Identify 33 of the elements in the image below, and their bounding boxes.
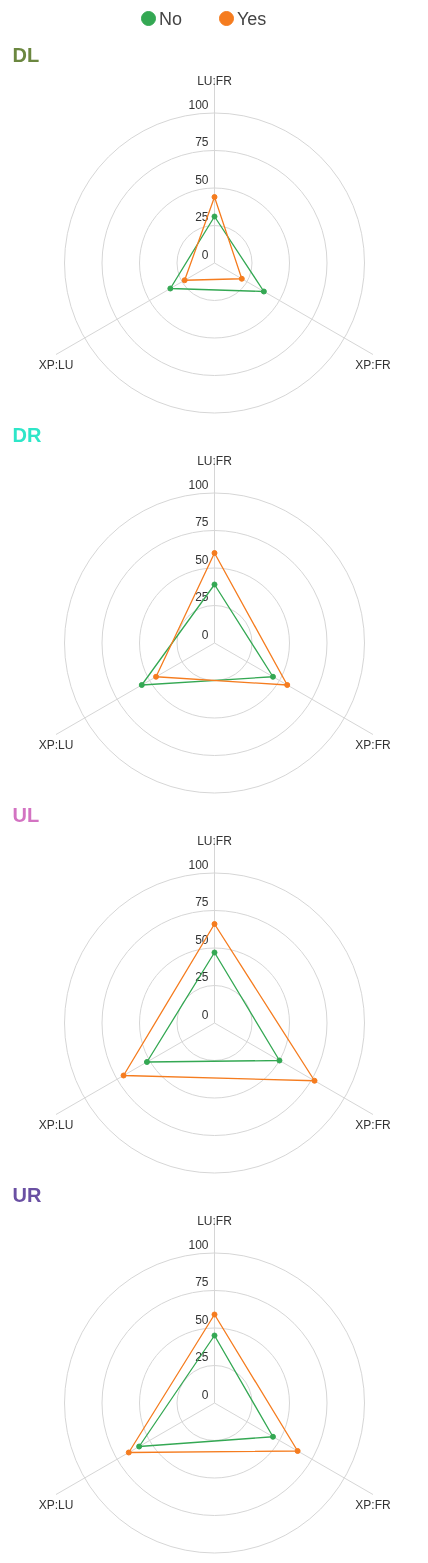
y-tick-label: 100	[188, 857, 209, 872]
y-tick-label: 0	[201, 247, 209, 262]
spoke-label: XP:LU	[38, 1117, 74, 1132]
spoke-label: LU:FR	[197, 1213, 233, 1228]
y-tick-label: 75	[195, 1275, 209, 1289]
y-tick-label: 50	[195, 1312, 209, 1327]
chart-title: UL	[12, 803, 40, 826]
text: DL	[12, 43, 40, 66]
spoke-label: LU:FR	[197, 73, 233, 88]
legend-label: No	[159, 8, 183, 29]
y-tick-label: 75	[195, 895, 209, 909]
y-tick-label: 0	[201, 627, 209, 642]
y-tick-label: 0	[201, 1007, 209, 1022]
y-tick-label: 75	[195, 135, 209, 149]
spoke-label: LU:FR	[197, 833, 233, 848]
y-tick-label: 75	[195, 515, 209, 529]
spoke-label: XP:LU	[38, 737, 74, 752]
spoke-label: XP:FR	[355, 1117, 391, 1132]
spoke-label: XP:LU	[38, 1497, 74, 1512]
y-tick-label: 100	[188, 1237, 209, 1252]
chart-title: DR	[12, 423, 42, 446]
spoke-label: XP:LU	[38, 357, 74, 372]
legend-label: Yes	[237, 8, 267, 29]
chart-title: UR	[12, 1183, 42, 1206]
y-tick-label: 100	[188, 97, 209, 112]
spoke-label: XP:FR	[355, 737, 391, 752]
spoke-label: XP:FR	[355, 1497, 391, 1512]
y-tick-label: 100	[188, 477, 209, 492]
y-tick-label: 0	[201, 1387, 209, 1402]
y-tick-label: 50	[195, 172, 209, 187]
y-tick-label: 50	[195, 552, 209, 567]
spoke-label: XP:FR	[355, 357, 391, 372]
spoke-label: LU:FR	[197, 453, 233, 468]
